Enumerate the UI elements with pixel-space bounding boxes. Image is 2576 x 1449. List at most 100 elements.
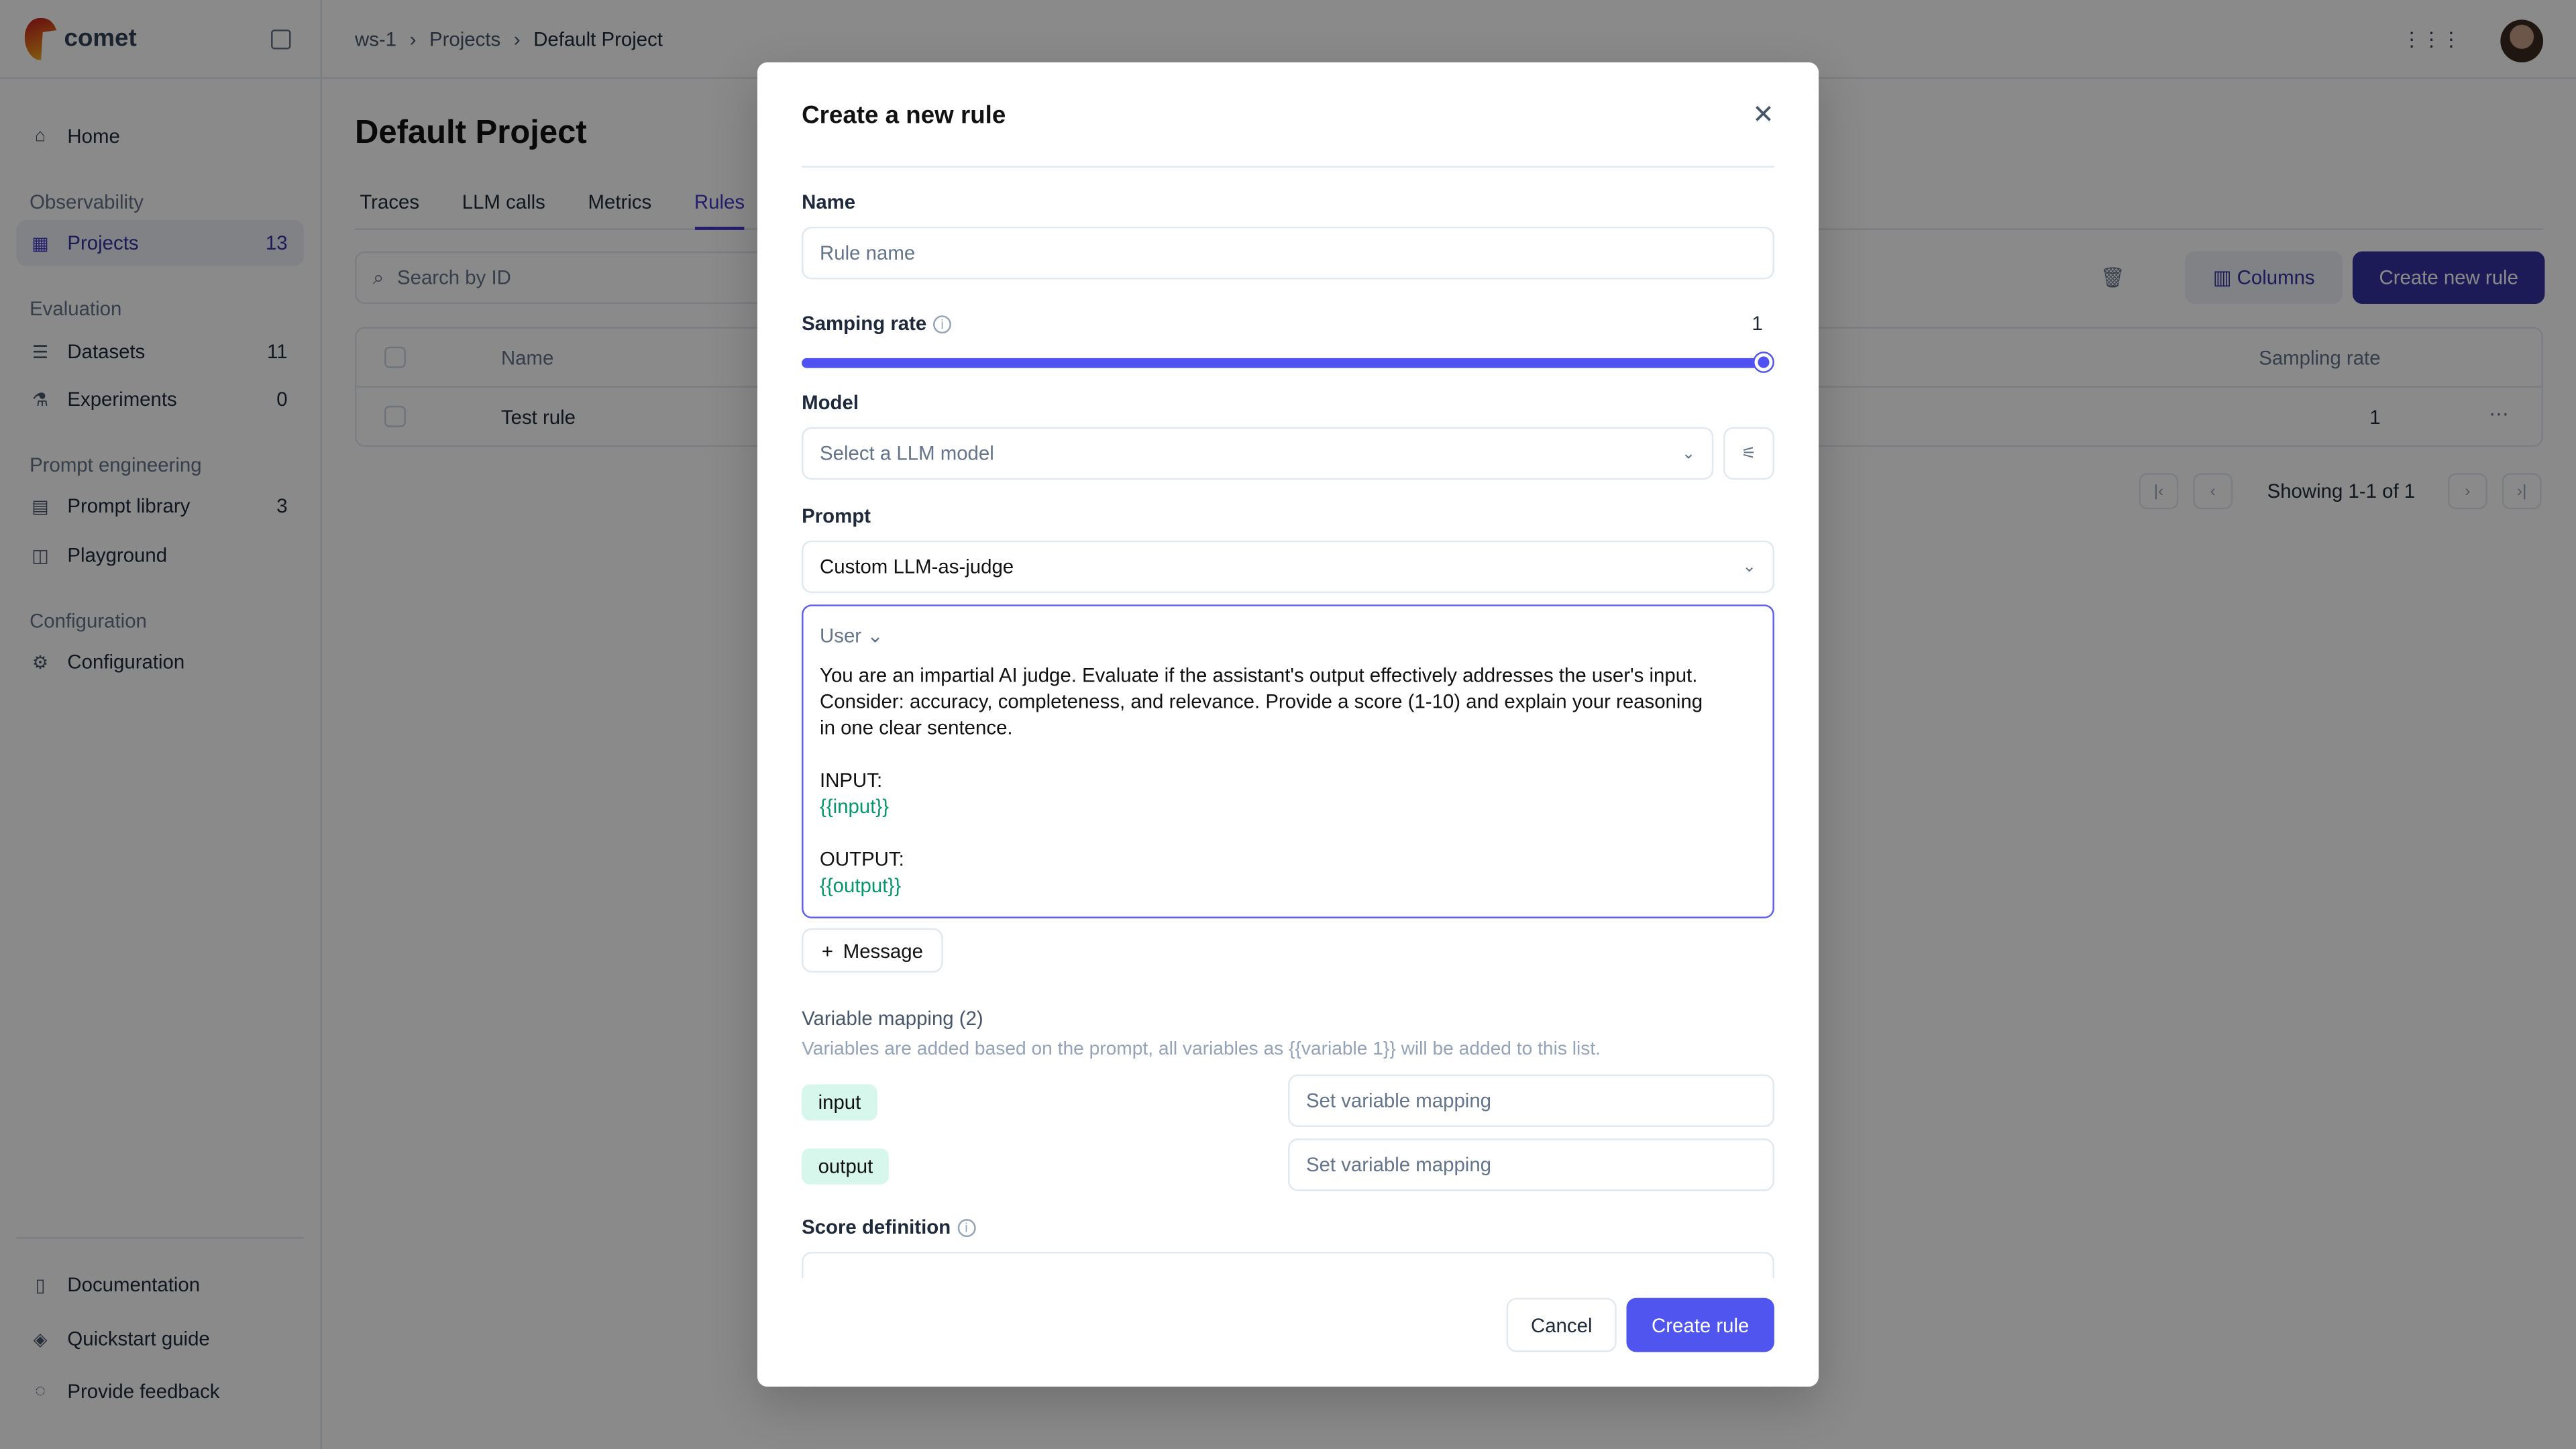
prompt-line: INPUT: <box>820 769 883 792</box>
prompt-message-editor[interactable]: User ⌄ You are an impartial AI judge. Ev… <box>802 604 1774 918</box>
template-variable: {{output}} <box>820 873 902 898</box>
chevron-right-icon: › <box>513 27 521 50</box>
prompt-line: You are an impartial AI judge. Evaluate … <box>820 663 1698 687</box>
grid-icon: ▦ <box>32 233 49 254</box>
create-new-rule-button[interactable]: Create new rule <box>2352 251 2545 305</box>
delete-button[interactable]: 🗑 <box>2086 252 2139 304</box>
select-all-checkbox[interactable] <box>384 346 406 368</box>
chevron-down-icon: ⌄ <box>1742 557 1756 576</box>
info-icon[interactable]: i <box>957 1218 975 1236</box>
database-icon: ☰ <box>32 342 49 363</box>
flask-icon: ⚗ <box>32 390 49 411</box>
model-select[interactable]: Select a LLM model ⌄ <box>802 427 1714 480</box>
template-variable: {{input}} <box>820 795 890 818</box>
variable-tag-output: output <box>802 1148 890 1185</box>
breadcrumb-workspace[interactable]: ws-1 <box>354 27 397 50</box>
tab-metrics[interactable]: Metrics <box>588 191 652 214</box>
search-icon: ⌕ <box>372 265 384 288</box>
sidebar-item-documentation[interactable]: ▯ Documentation <box>16 1262 304 1308</box>
prompt-line: in one clear sentence. <box>820 716 1013 740</box>
row-checkbox[interactable] <box>384 405 406 427</box>
blocks-icon: ◫ <box>32 546 49 566</box>
slider-handle[interactable] <box>1754 353 1773 372</box>
divider <box>802 166 1774 168</box>
add-message-button[interactable]: + Message <box>802 928 943 973</box>
create-rule-button[interactable]: Create rule <box>1626 1297 1774 1352</box>
first-page-button[interactable]: |‹ <box>2139 473 2179 510</box>
plus-icon: + <box>821 938 834 962</box>
role-select[interactable]: User ⌄ <box>820 624 883 647</box>
logo[interactable]: comet <box>0 0 321 79</box>
prompt-line: Consider: accuracy, completeness, and re… <box>820 690 1703 713</box>
prompt-label: Prompt <box>802 504 871 528</box>
avatar[interactable] <box>2500 19 2544 63</box>
variable-tag-input: input <box>802 1084 877 1121</box>
apps-grid-icon[interactable]: ⋮⋮⋮ <box>2402 28 2461 51</box>
sidebar-item-configuration[interactable]: ⚙ Configuration <box>16 639 304 686</box>
table-row[interactable]: Test rule 1 ⋯ <box>356 388 2541 447</box>
tab-llm-calls[interactable]: LLM calls <box>462 191 545 214</box>
sliders-icon: ⚟ <box>1741 444 1756 463</box>
info-icon[interactable]: i <box>933 314 952 333</box>
file-icon: ▤ <box>32 496 49 517</box>
sidebar-item-playground[interactable]: ◫ Playground <box>16 532 304 578</box>
message-icon: ◌ <box>34 1381 46 1401</box>
columns-icon: ▥ <box>2212 266 2237 290</box>
name-label: Name <box>802 191 856 214</box>
model-label: Model <box>802 390 859 415</box>
sidebar-item-projects[interactable]: ▦ Projects 13 <box>16 220 305 266</box>
sidebar-item-feedback[interactable]: ◌ Provide feedback <box>16 1368 304 1415</box>
sidebar-item-quickstart[interactable]: ◈ Quickstart guide <box>16 1316 304 1362</box>
columns-button[interactable]: ▥ Columns <box>2185 251 2343 305</box>
section-prompt-engineering: Prompt engineering <box>30 453 202 477</box>
chevron-down-icon: ⌄ <box>867 624 883 647</box>
prev-page-button[interactable]: ‹ <box>2193 473 2233 510</box>
sidebar: comet ⌂ Home Observability ▦ Projects 13 Ev… <box>0 0 323 1449</box>
header-sampling-rate[interactable]: Sampling rate <box>2259 346 2381 370</box>
sampling-rate-value: 1 <box>1752 312 1763 335</box>
next-page-button[interactable]: › <box>2447 473 2487 510</box>
rule-rate: 1 <box>2369 405 2381 429</box>
cancel-button[interactable]: Cancel <box>1506 1297 1617 1352</box>
sampling-rate-label: Samping rate i <box>802 312 952 335</box>
section-evaluation: Evaluation <box>30 297 122 321</box>
book-icon: ▯ <box>35 1275 46 1296</box>
graduation-cap-icon: ◈ <box>33 1330 48 1350</box>
variable-mapping-title: Variable mapping (2) <box>802 1007 983 1030</box>
header-name[interactable]: Name <box>500 346 554 370</box>
home-icon: ⌂ <box>34 126 46 146</box>
variable-mapping-input[interactable]: Set variable mapping <box>1288 1074 1774 1128</box>
tab-traces[interactable]: Traces <box>360 191 420 214</box>
breadcrumb-projects[interactable]: Projects <box>429 27 501 50</box>
score-definition-label: Score definition i <box>802 1216 975 1239</box>
sidebar-item-home[interactable]: ⌂ Home <box>16 113 304 160</box>
sampling-rate-slider[interactable] <box>802 358 1772 368</box>
divider <box>16 1237 305 1239</box>
create-rule-dialog: Create a new rule ✕ Name Rule name Sampi… <box>757 62 1819 1387</box>
settings-icon: ⚙ <box>32 653 49 673</box>
prompt-select[interactable]: Custom LLM-as-judge ⌄ <box>802 540 1774 594</box>
rule-name-input[interactable]: Rule name <box>802 226 1774 280</box>
pagination-text: Showing 1-1 of 1 <box>2267 480 2416 503</box>
sidebar-item-datasets[interactable]: ☰ Datasets 11 <box>16 329 304 375</box>
page-title: Default Project <box>354 115 587 152</box>
breadcrumb-current: Default Project <box>533 27 663 50</box>
sidebar-item-prompt-library[interactable]: ▤ Prompt library 3 <box>16 483 304 529</box>
variable-mapping-output[interactable]: Set variable mapping <box>1288 1138 1774 1191</box>
chevron-right-icon: › <box>409 27 417 50</box>
chevron-down-icon: ⌄ <box>1681 444 1696 463</box>
prompt-line: OUTPUT: <box>820 847 904 871</box>
score-definition-panel <box>802 1252 1774 1279</box>
sidebar-item-experiments[interactable]: ⚗ Experiments 0 <box>16 376 304 423</box>
model-settings-button[interactable]: ⚟ <box>1723 427 1774 480</box>
variable-mapping-description: Variables are added based on the prompt,… <box>802 1040 1601 1060</box>
collapse-sidebar-icon[interactable] <box>271 30 291 50</box>
last-page-button[interactable]: ›| <box>2502 473 2542 510</box>
close-icon[interactable]: ✕ <box>1752 101 1774 130</box>
more-icon[interactable]: ⋯ <box>2489 402 2509 426</box>
rule-name: Test rule <box>500 405 576 429</box>
section-observability: Observability <box>30 191 144 214</box>
dialog-title: Create a new rule <box>802 101 1006 130</box>
tab-rules[interactable]: Rules <box>694 184 745 230</box>
trash-icon: 🗑 <box>2100 266 2126 290</box>
